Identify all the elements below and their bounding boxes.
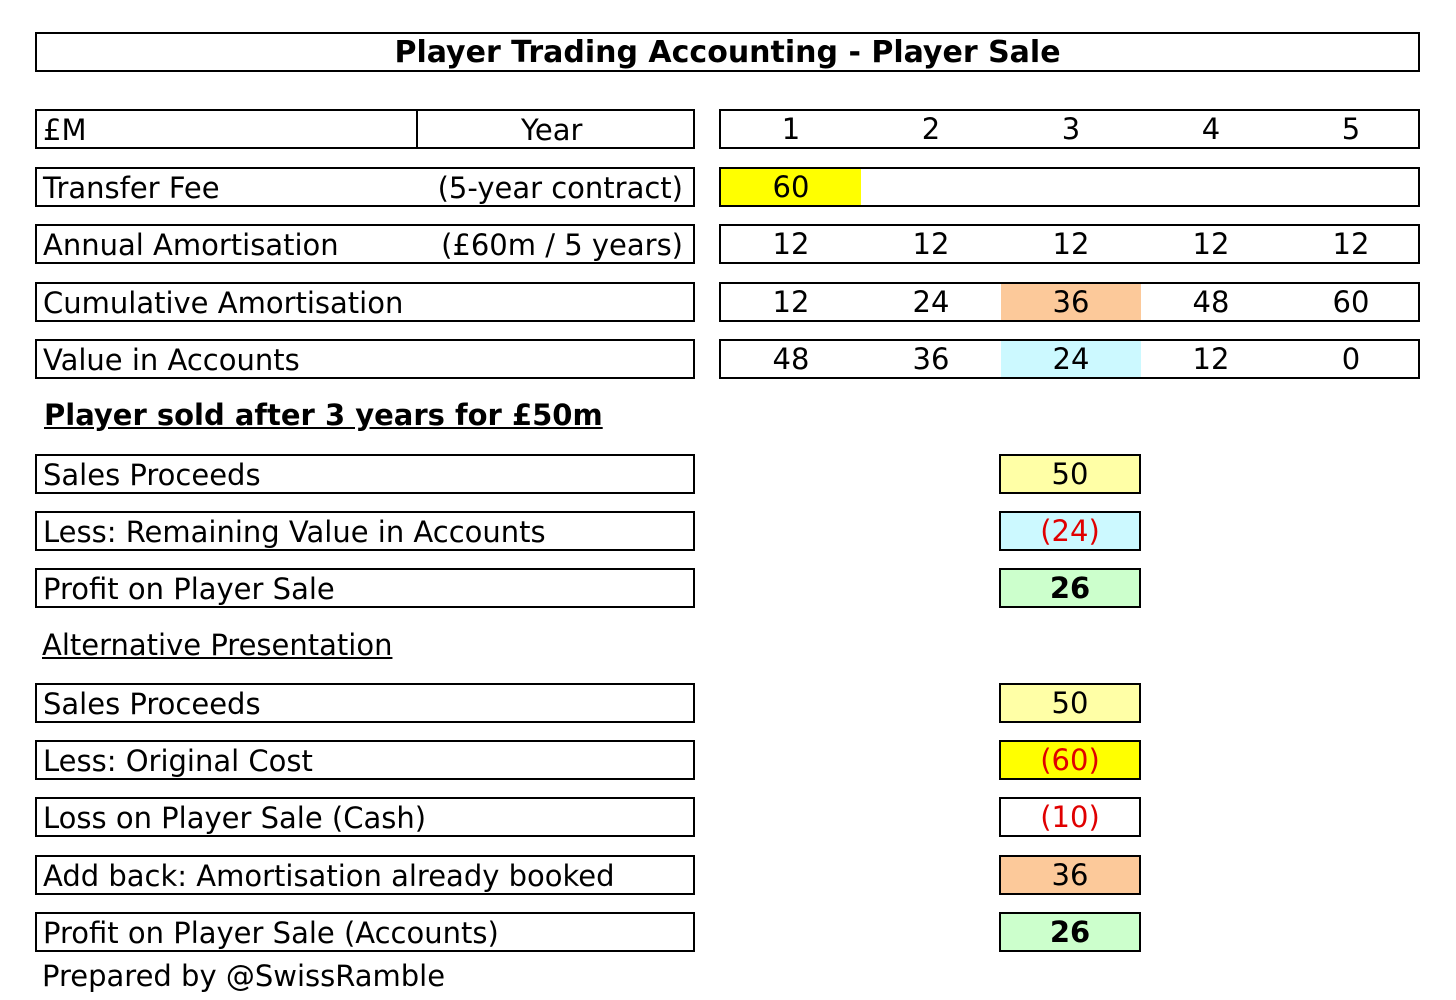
profit-label: Profit on Player Sale (43, 572, 335, 606)
transfer-fee-label-box: Transfer Fee (5-year contract) (35, 167, 695, 207)
remaining-value-label-box: Less: Remaining Value in Accounts (35, 511, 695, 551)
annual-amortisation-label-box: Annual Amortisation (£60m / 5 years) (35, 224, 695, 264)
annual-amortisation-year-2: 12 (912, 227, 950, 261)
sale-heading: Player sold after 3 years for £50m (44, 398, 603, 432)
page-title: Player Trading Accounting - Player Sale (394, 35, 1061, 70)
cumulative-amortisation-year-5: 60 (1332, 285, 1370, 319)
profit-value: 26 (999, 568, 1141, 608)
annual-amortisation-note: (£60m / 5 years) (441, 228, 683, 262)
loss-cash-label-box: Loss on Player Sale (Cash) (35, 797, 695, 837)
annual-amortisation-year-5: 12 (1332, 227, 1370, 261)
annual-amortisation-label: Annual Amortisation (43, 228, 339, 262)
transfer-fee-values-box: 60 (719, 167, 1420, 207)
cumulative-amortisation-year-2: 24 (912, 285, 950, 319)
year-1: 1 (781, 112, 801, 146)
year-header-box: 1 2 3 4 5 (719, 109, 1420, 149)
add-back-value: 36 (999, 855, 1141, 895)
remaining-value-value: (24) (999, 511, 1141, 551)
annual-amortisation-year-4: 12 (1192, 227, 1230, 261)
sale-proceeds-label-box: Sales Proceeds (35, 454, 695, 494)
alt-proceeds-value: 50 (999, 683, 1141, 723)
value-in-accounts-year-2: 36 (912, 342, 950, 376)
loss-cash-value: (10) (999, 797, 1141, 837)
profit-accounts-value: 26 (999, 912, 1141, 952)
value-in-accounts-year-1: 48 (772, 342, 810, 376)
add-back-label: Add back: Amortisation already booked (43, 859, 615, 893)
remaining-value-label: Less: Remaining Value in Accounts (43, 515, 546, 549)
sale-proceeds-value: 50 (999, 454, 1141, 494)
value-in-accounts-year-5: 0 (1341, 342, 1361, 376)
profit-accounts-label-box: Profit on Player Sale (Accounts) (35, 912, 695, 952)
value-in-accounts-label: Value in Accounts (43, 343, 300, 377)
annual-amortisation-values-box: 12 12 12 12 12 (719, 224, 1420, 264)
transfer-fee-year-1: 60 (721, 169, 861, 205)
profit-accounts-label: Profit on Player Sale (Accounts) (43, 916, 499, 950)
original-cost-label-box: Less: Original Cost (35, 740, 695, 780)
value-in-accounts-year-3: 24 (1001, 341, 1141, 377)
alt-proceeds-label-box: Sales Proceeds (35, 683, 695, 723)
profit-label-box: Profit on Player Sale (35, 568, 695, 608)
value-in-accounts-values-box: 48 36 24 12 0 (719, 339, 1420, 379)
annual-amortisation-year-1: 12 (772, 227, 810, 261)
year-2: 2 (921, 112, 941, 146)
year-4: 4 (1201, 112, 1221, 146)
cumulative-amortisation-year-4: 48 (1192, 285, 1230, 319)
cumulative-amortisation-label: Cumulative Amortisation (43, 286, 404, 320)
cumulative-amortisation-values-box: 12 24 36 48 60 (719, 282, 1420, 322)
cumulative-amortisation-year-1: 12 (772, 285, 810, 319)
transfer-fee-label: Transfer Fee (43, 171, 220, 205)
value-in-accounts-label-box: Value in Accounts (35, 339, 695, 379)
sale-proceeds-label: Sales Proceeds (43, 458, 261, 492)
cumulative-amortisation-year-3: 36 (1001, 284, 1141, 320)
year-5: 5 (1341, 112, 1361, 146)
annual-amortisation-year-3: 12 (1052, 227, 1090, 261)
add-back-label-box: Add back: Amortisation already booked (35, 855, 695, 895)
alternative-heading: Alternative Presentation (42, 628, 393, 662)
year-label: Year (521, 113, 583, 147)
currency-label: £M (43, 113, 87, 147)
year-3: 3 (1061, 112, 1081, 146)
transfer-fee-note: (5-year contract) (437, 171, 683, 205)
cumulative-amortisation-label-box: Cumulative Amortisation (35, 282, 695, 322)
loss-cash-label: Loss on Player Sale (Cash) (43, 801, 427, 835)
alt-proceeds-label: Sales Proceeds (43, 687, 261, 721)
original-cost-value: (60) (999, 740, 1141, 780)
footer-credit: Prepared by @SwissRamble (42, 959, 446, 993)
original-cost-label: Less: Original Cost (43, 744, 313, 778)
title-box: Player Trading Accounting - Player Sale (35, 32, 1420, 72)
header-divider (416, 111, 418, 147)
value-in-accounts-year-4: 12 (1192, 342, 1230, 376)
header-label-box: £M Year (35, 109, 695, 149)
